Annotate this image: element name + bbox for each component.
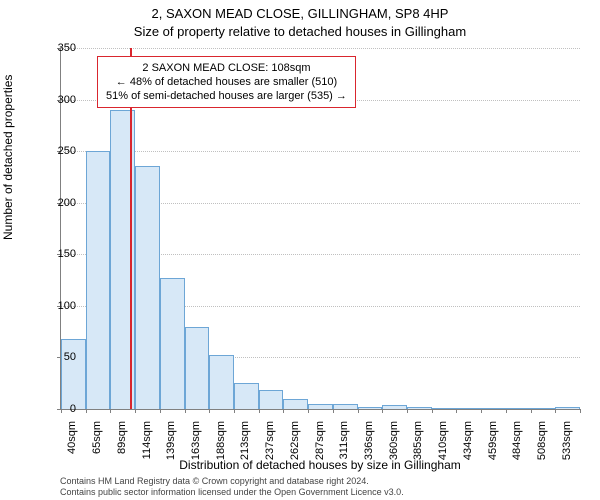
histogram-bar [61,339,86,409]
histogram-bar [555,407,580,409]
x-tick-mark [382,409,383,413]
histogram-bar [407,407,432,409]
x-tick-mark [358,409,359,413]
x-tick-mark [432,409,433,413]
x-tick-mark [259,409,260,413]
x-tick-label: 163sqm [190,421,202,471]
x-tick-label: 287sqm [314,421,326,471]
footer-text: Contains HM Land Registry data © Crown c… [60,476,580,498]
x-tick-label: 237sqm [264,421,276,471]
x-tick-mark [209,409,210,413]
y-tick-label: 150 [46,248,76,260]
y-tick-label: 50 [46,351,76,363]
x-tick-mark [110,409,111,413]
x-tick-mark [555,409,556,413]
histogram-bar [531,408,556,409]
x-tick-label: 508sqm [536,421,548,471]
x-tick-mark [506,409,507,413]
histogram-bar [234,383,259,409]
histogram-bar [160,278,185,409]
x-tick-mark [407,409,408,413]
x-tick-mark [160,409,161,413]
annotation-box: 2 SAXON MEAD CLOSE: 108sqm← 48% of detac… [97,56,356,108]
x-tick-mark [456,409,457,413]
x-tick-label: 336sqm [363,421,375,471]
x-tick-label: 311sqm [338,421,350,471]
x-tick-mark [308,409,309,413]
footer-line2: Contains public sector information licen… [60,487,404,497]
y-tick-label: 200 [46,197,76,209]
y-tick-label: 100 [46,300,76,312]
y-tick-label: 0 [46,403,76,415]
x-tick-label: 262sqm [289,421,301,471]
x-tick-label: 114sqm [141,421,153,471]
histogram-bar [432,408,457,409]
x-tick-label: 533sqm [561,421,573,471]
histogram-bar [308,404,333,409]
x-tick-label: 40sqm [66,421,78,471]
y-axis-label: Number of detached properties [1,75,15,240]
annotation-line: 2 SAXON MEAD CLOSE: 108sqm [106,61,347,75]
chart-container: 2, SAXON MEAD CLOSE, GILLINGHAM, SP8 4HP… [0,0,600,500]
x-tick-mark [135,409,136,413]
y-tick-label: 350 [46,42,76,54]
x-tick-label: 360sqm [388,421,400,471]
x-tick-mark [86,409,87,413]
footer-line1: Contains HM Land Registry data © Crown c… [60,476,369,486]
chart-title-line1: 2, SAXON MEAD CLOSE, GILLINGHAM, SP8 4HP [0,6,600,21]
x-tick-label: 484sqm [511,421,523,471]
histogram-bar [481,408,506,409]
gridline [61,151,580,152]
x-tick-label: 139sqm [165,421,177,471]
annotation-line: ← 48% of detached houses are smaller (51… [106,75,347,89]
plot-area: 2 SAXON MEAD CLOSE: 108sqm← 48% of detac… [60,48,580,410]
x-tick-label: 213sqm [239,421,251,471]
histogram-bar [382,405,407,409]
chart-title-line2: Size of property relative to detached ho… [0,24,600,39]
y-tick-label: 250 [46,145,76,157]
histogram-bar [259,390,284,409]
histogram-bar [283,399,308,409]
histogram-bar [209,355,234,409]
gridline [61,48,580,49]
histogram-bar [185,327,210,410]
x-tick-mark [185,409,186,413]
histogram-bar [358,407,383,409]
histogram-bar [456,408,481,409]
x-tick-mark [283,409,284,413]
x-tick-mark [580,409,581,413]
x-tick-label: 65sqm [91,421,103,471]
x-tick-mark [481,409,482,413]
x-tick-label: 434sqm [462,421,474,471]
x-tick-mark [531,409,532,413]
histogram-bar [333,404,358,409]
x-tick-label: 410sqm [437,421,449,471]
x-tick-mark [234,409,235,413]
histogram-bar [86,151,111,409]
x-tick-label: 459sqm [487,421,499,471]
histogram-bar [506,408,531,409]
annotation-line: 51% of semi-detached houses are larger (… [106,89,347,103]
histogram-bar [135,166,160,409]
x-tick-label: 188sqm [215,421,227,471]
y-tick-label: 300 [46,94,76,106]
x-tick-label: 89sqm [116,421,128,471]
x-tick-mark [333,409,334,413]
x-tick-label: 385sqm [412,421,424,471]
